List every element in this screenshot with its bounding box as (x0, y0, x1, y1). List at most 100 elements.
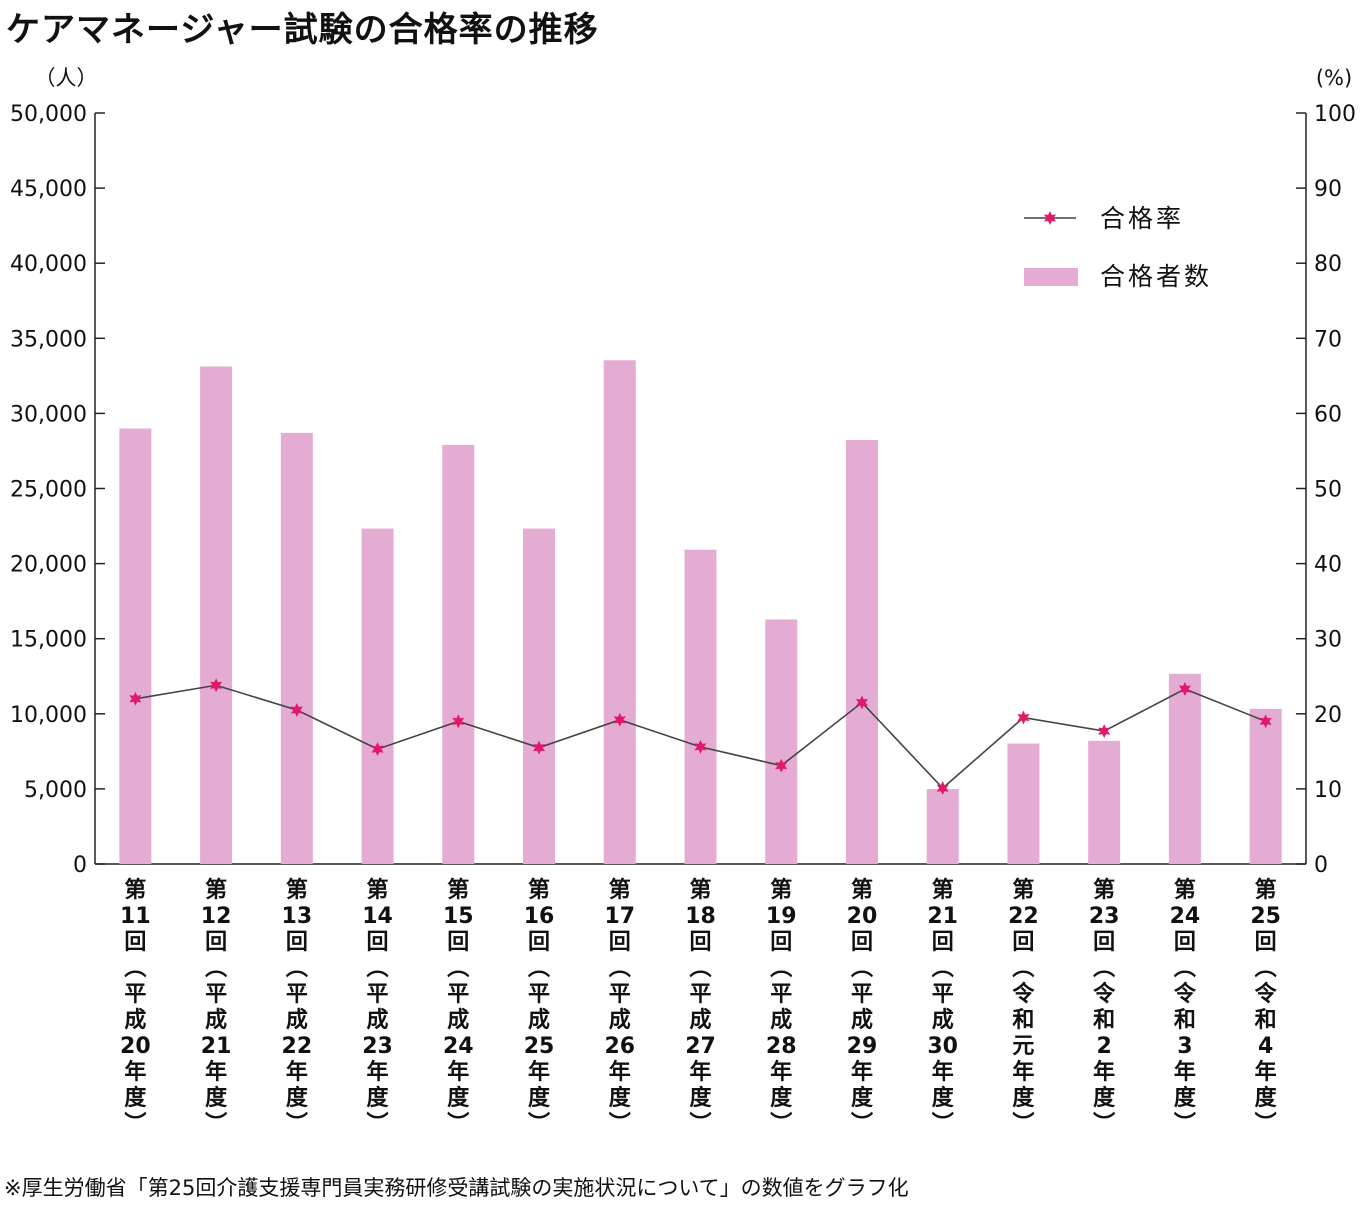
category-label-line: 度 (689, 1085, 712, 1111)
rate-point (855, 695, 869, 710)
category-label-line: 令 (1174, 981, 1197, 1007)
category-label-line: 第 (528, 877, 550, 903)
category-label-line: 平 (932, 982, 954, 1007)
category-label-line: 度 (770, 1085, 793, 1111)
category-label-line: ︶ (1093, 1111, 1115, 1137)
category-label-line: ︵ (1093, 956, 1115, 981)
category-label-line: 和 (1093, 1008, 1115, 1033)
category-label-line: 回 (286, 930, 308, 955)
left-tick-label: 20,000 (10, 553, 87, 578)
category-label-line: 29 (847, 1034, 878, 1059)
category-label-line: ︵ (851, 956, 873, 981)
bar-series (119, 360, 1282, 864)
category-label-line: 18 (685, 904, 716, 929)
bar (1168, 673, 1201, 864)
right-tick-label: 0 (1314, 853, 1328, 878)
category-label-line: ︶ (851, 1111, 873, 1137)
bar (119, 428, 152, 864)
left-tick-label: 40,000 (10, 252, 87, 277)
category-label-line: ︵ (124, 956, 146, 981)
category-label-line: 年 (447, 1059, 469, 1085)
category-label-line: 17 (604, 904, 635, 929)
category-label-line: 平 (770, 982, 792, 1007)
category-label-line: 年 (1012, 1059, 1034, 1085)
category-label-line: 回 (770, 930, 792, 955)
category-label-line: 19 (766, 904, 797, 929)
category-label-line: 年 (1174, 1059, 1196, 1085)
category-label-line: 24 (1170, 904, 1201, 929)
category-label-line: 第 (1174, 877, 1196, 903)
category-label-line: 成 (205, 1008, 227, 1033)
right-axis-unit: (%) (1316, 66, 1352, 90)
chart-title: ケアマネージャー試験の合格率の推移 (6, 10, 599, 50)
rate-point (775, 758, 788, 773)
legend-bar-swatch (1024, 268, 1078, 286)
category-label-line: 成 (286, 1008, 308, 1033)
category-label-line: 回 (932, 930, 954, 955)
right-tick-label: 90 (1314, 177, 1342, 202)
category-label-line: ︶ (770, 1111, 792, 1137)
category-label-line: 年 (205, 1059, 227, 1085)
category-label-line: 2 (1097, 1034, 1112, 1059)
category-label-line: 年 (1093, 1059, 1115, 1085)
right-tick-label: 70 (1314, 327, 1342, 352)
category-label-line: 15 (443, 904, 474, 929)
category-label-line: 平 (528, 982, 550, 1007)
category-label-line: 30 (927, 1034, 958, 1059)
category-label-line: 年 (689, 1059, 711, 1085)
rate-point (1259, 714, 1272, 729)
category-label-line: 度 (447, 1085, 470, 1111)
bar (1249, 708, 1282, 864)
category-label-line: 24 (443, 1034, 474, 1059)
category-label-line: 21 (927, 904, 958, 929)
category-label-line: 令 (1093, 981, 1116, 1007)
category-label-line: ︶ (286, 1111, 308, 1137)
category-label-line: 平 (286, 982, 308, 1007)
category-label-line: 年 (1255, 1059, 1277, 1085)
bar (845, 439, 878, 864)
legend-label-count: 合格者数 (1100, 262, 1212, 291)
right-tick-label: 20 (1314, 703, 1342, 728)
category-label-line: 14 (362, 904, 393, 929)
category-label-line: ︵ (932, 956, 954, 981)
category-label-line: 年 (932, 1059, 954, 1085)
category-label-line: 回 (609, 930, 631, 955)
category-label-line: 成 (124, 1008, 146, 1033)
category-label-line: 和 (1255, 1008, 1277, 1033)
category-label-line: 年 (609, 1059, 631, 1085)
category-label-line: 回 (1255, 930, 1277, 955)
category-label-line: ︵ (447, 956, 469, 981)
rate-point (290, 703, 303, 718)
category-label-line: 平 (689, 982, 711, 1007)
rate-point (532, 740, 546, 755)
category-label-line: 21 (201, 1034, 232, 1059)
category-label-line: 平 (205, 982, 227, 1007)
category-label-line: 成 (851, 1008, 873, 1033)
category-label-line: 度 (1174, 1085, 1197, 1111)
category-label-line: 度 (1012, 1085, 1035, 1111)
category-label-line: 第 (932, 877, 954, 903)
left-tick-label: 50,000 (10, 102, 87, 127)
category-label-line: ︵ (205, 956, 227, 981)
category-label-line: 回 (447, 930, 469, 955)
category-label-line: 平 (124, 982, 146, 1007)
bar (280, 432, 313, 864)
category-label-line: ︶ (447, 1111, 469, 1137)
category-label-line: ︵ (770, 956, 792, 981)
category-label-line: 第 (1012, 877, 1034, 903)
category-label-line: 23 (362, 1034, 393, 1059)
category-label-line: 平 (367, 982, 389, 1007)
category-label-line: 回 (1093, 930, 1115, 955)
category-labels: 第11回︵平成20年度︶第12回︵平成21年度︶第13回︵平成22年度︶第14回… (120, 877, 1281, 1137)
bar (442, 444, 475, 864)
category-label-line: 第 (609, 877, 631, 903)
right-tick-label: 10 (1314, 778, 1342, 803)
